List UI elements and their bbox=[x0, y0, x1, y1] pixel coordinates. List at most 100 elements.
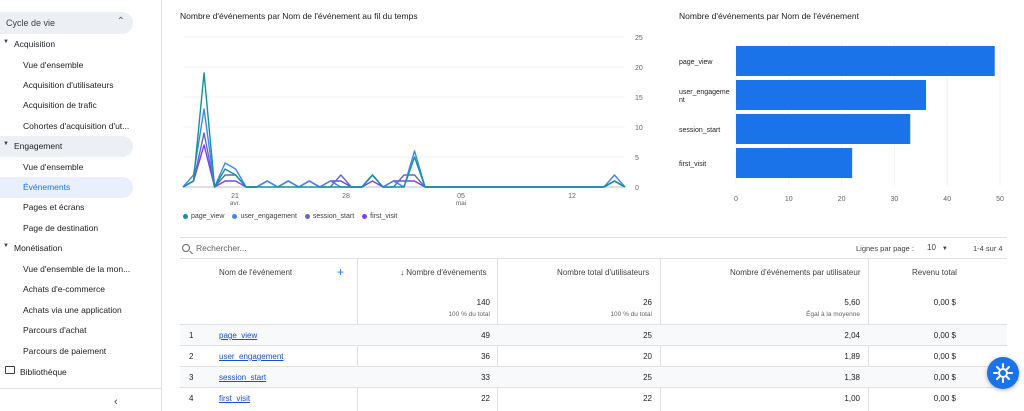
sidebar-item-label: Acquisition bbox=[14, 39, 56, 49]
x-tick-label: 21 bbox=[231, 193, 239, 200]
sidebar-item-7[interactable]: Événements bbox=[0, 177, 133, 198]
search-input[interactable]: Rechercher... bbox=[182, 243, 247, 253]
sidebar-item-8[interactable]: Pages et écrans bbox=[0, 197, 133, 218]
sidebar-item-4[interactable]: Cohortes d'acquisition d'ut... bbox=[0, 116, 133, 137]
table-row: 3 session_start 33 25 1,38 0,00 $ bbox=[180, 366, 1007, 387]
column-header-revenue[interactable]: Revenu total bbox=[912, 268, 957, 277]
sidebar-item-11[interactable]: Vue d'ensemble de la mon... bbox=[0, 259, 133, 280]
cell-events: 33 bbox=[481, 373, 490, 382]
expand-arrow-icon: ▼ bbox=[3, 141, 9, 147]
legend-item: page_view bbox=[183, 213, 224, 220]
event-name-link[interactable]: first_visit bbox=[219, 394, 251, 403]
event-name-link[interactable]: session_start bbox=[219, 373, 267, 382]
y-tick-label: 10 bbox=[635, 125, 643, 132]
column-header-event-count[interactable]: ↓ Nombre d'événements bbox=[400, 268, 486, 277]
sidebar-header-lifecycle[interactable]: Cycle de vie ⌃ bbox=[0, 12, 133, 34]
x-tick-label: 30 bbox=[891, 196, 899, 203]
x-tick-label: 40 bbox=[943, 196, 951, 203]
row-index: 3 bbox=[189, 373, 194, 382]
line-chart-title: Nombre d'événements par Nom de l'événeme… bbox=[180, 11, 418, 21]
rows-per-page-select[interactable]: 10 ▼ bbox=[927, 243, 948, 252]
sidebar-item-label: Page de destination bbox=[23, 223, 99, 233]
legend-dot bbox=[304, 214, 310, 219]
sidebar-item-label: Parcours d'achat bbox=[23, 325, 87, 335]
y-tick-label: 25 bbox=[635, 35, 643, 42]
bar-category-label: nt bbox=[679, 97, 685, 104]
cell-revenue: 0,00 $ bbox=[933, 352, 956, 361]
sidebar-item-13[interactable]: Achats via une application bbox=[0, 300, 133, 321]
y-tick-label: 15 bbox=[635, 95, 643, 102]
sidebar-item-label: Événements bbox=[23, 182, 71, 192]
cell-events: 22 bbox=[481, 394, 490, 403]
event-name-link[interactable]: page_view bbox=[219, 331, 258, 340]
x-tick-label: 20 bbox=[838, 196, 846, 203]
row-index: 1 bbox=[189, 331, 194, 340]
legend-label: user_engagement bbox=[240, 213, 297, 220]
insights-button[interactable] bbox=[987, 357, 1019, 389]
table-row: 1 page_view 49 25 2,04 0,00 $ bbox=[180, 324, 1007, 345]
sidebar-item-1[interactable]: Vue d'ensemble bbox=[0, 55, 133, 76]
bar-chart: 0 10 20 30 40 50 page_view user_engagement sessi… bbox=[679, 42, 1004, 203]
legend-dot bbox=[232, 214, 238, 219]
expand-arrow-icon: ▼ bbox=[3, 39, 9, 45]
sidebar-item-library[interactable]: Bibliothèque bbox=[0, 362, 133, 383]
bar-category-label: first_visit bbox=[679, 161, 706, 168]
bar-category-label: session_start bbox=[679, 127, 720, 134]
sidebar-item-10[interactable]: ▼ Monétisation bbox=[0, 238, 133, 259]
divider bbox=[180, 237, 1007, 238]
bar-session_start bbox=[736, 114, 911, 144]
table-row: 2 user_engagement 36 20 1,89 0,00 $ bbox=[180, 345, 1007, 366]
sidebar-item-0[interactable]: ▼ Acquisition bbox=[0, 34, 133, 55]
sidebar-item-label: Vue d'ensemble bbox=[23, 60, 84, 70]
cell-revenue: 0,00 $ bbox=[933, 373, 956, 382]
add-dimension-icon[interactable]: + bbox=[337, 265, 345, 279]
table-row: 4 first_visit 22 22 1,00 0,00 $ bbox=[180, 387, 1007, 408]
sidebar-item-6[interactable]: Vue d'ensemble bbox=[0, 157, 133, 178]
total-revenue: 0,00 $ bbox=[933, 298, 956, 307]
cell-users: 25 bbox=[643, 331, 652, 340]
cell-per-user: 1,38 bbox=[844, 373, 860, 382]
column-header-event-name[interactable]: Nom de l'événement bbox=[219, 268, 293, 277]
legend-item: session_start bbox=[304, 213, 354, 220]
y-tick-label: 20 bbox=[635, 65, 643, 72]
sidebar-item-14[interactable]: Parcours d'achat bbox=[0, 320, 133, 341]
folder-icon bbox=[5, 366, 15, 374]
cell-users: 20 bbox=[643, 352, 652, 361]
sort-desc-icon: ↓ bbox=[400, 268, 404, 277]
series-line-first_visit bbox=[182, 144, 626, 188]
y-tick-label: 5 bbox=[635, 155, 639, 162]
sidebar-item-15[interactable]: Parcours de paiement bbox=[0, 341, 133, 362]
column-header-total-users[interactable]: Nombre total d'utilisateurs bbox=[557, 268, 650, 277]
sidebar-item-label: Parcours de paiement bbox=[23, 346, 107, 356]
search-icon bbox=[182, 244, 190, 252]
legend-label: page_view bbox=[191, 213, 225, 220]
sidebar-item-5[interactable]: ▼ Engagement bbox=[0, 136, 133, 157]
column-header-events-per-user[interactable]: Nombre d'événements par utilisateur bbox=[730, 268, 861, 277]
rows-per-page-value: 10 bbox=[927, 243, 936, 252]
legend-item: first_visit bbox=[362, 213, 397, 220]
event-name-link[interactable]: user_engagement bbox=[219, 352, 284, 361]
series-line-session_start bbox=[182, 132, 626, 188]
y-tick-label: 0 bbox=[635, 185, 639, 192]
sidebar-item-12[interactable]: Achats d'e-commerce bbox=[0, 279, 133, 300]
sidebar-item-3[interactable]: Acquisition de trafic bbox=[0, 95, 133, 116]
total-users: 26 bbox=[643, 298, 652, 307]
sidebar-item-label: Engagement bbox=[14, 141, 63, 151]
legend-label: first_visit bbox=[370, 213, 398, 220]
cell-revenue: 0,00 $ bbox=[933, 394, 956, 403]
sidebar-item-9[interactable]: Page de destination bbox=[0, 218, 133, 239]
legend-item: user_engagement bbox=[232, 213, 297, 220]
x-tick-label: 10 bbox=[785, 196, 793, 203]
x-tick-label: 0 bbox=[734, 196, 738, 203]
sidebar-item-2[interactable]: Acquisition d'utilisateurs bbox=[0, 75, 133, 96]
chevron-left-icon[interactable]: ‹ bbox=[114, 396, 118, 408]
total-per-user-sub: Égal à la moyenne bbox=[806, 311, 860, 318]
sidebar: Cycle de vie ⌃ ▼ Acquisition Vue d'ensembl… bbox=[0, 0, 162, 411]
pagination-range: 1-4 sur 4 bbox=[973, 244, 1003, 253]
total-per-user: 5,60 bbox=[844, 298, 860, 307]
search-placeholder: Rechercher... bbox=[196, 243, 247, 253]
bar-category-label: page_view bbox=[679, 59, 713, 66]
sidebar-item-label: Bibliothèque bbox=[20, 367, 67, 377]
x-tick-label: avr. bbox=[230, 200, 241, 207]
